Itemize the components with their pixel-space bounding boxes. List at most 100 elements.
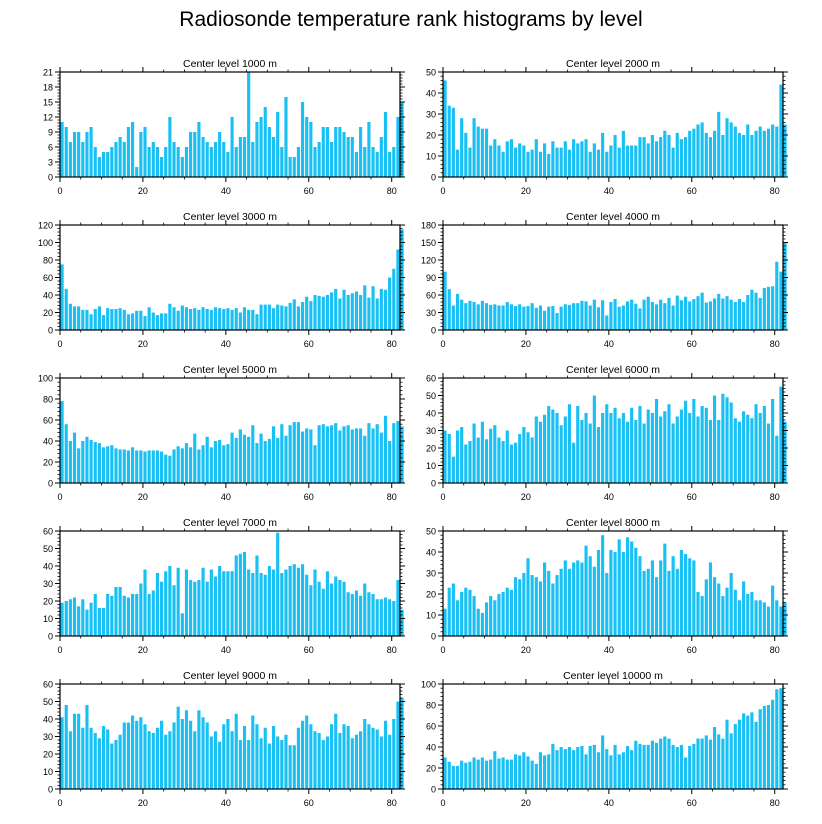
histogram-bar bbox=[737, 719, 742, 789]
histogram-bar bbox=[605, 404, 609, 483]
histogram-bar bbox=[193, 581, 197, 636]
histogram-bar bbox=[122, 449, 126, 483]
histogram-bar bbox=[234, 555, 238, 636]
histogram-bar bbox=[775, 689, 779, 789]
histogram-bar bbox=[480, 300, 484, 330]
histogram-bar bbox=[259, 304, 263, 331]
histogram-bar bbox=[342, 289, 346, 330]
histogram-bar bbox=[354, 734, 359, 789]
histogram-bar bbox=[276, 112, 280, 177]
y-tick-label: 0 bbox=[431, 173, 436, 183]
y-tick-label: 40 bbox=[43, 291, 53, 301]
histogram-bar bbox=[68, 441, 72, 483]
histogram-bar bbox=[754, 404, 758, 483]
histogram-bar bbox=[775, 126, 779, 177]
histogram-bar bbox=[85, 609, 89, 636]
histogram-bar bbox=[176, 147, 180, 177]
histogram-bar bbox=[588, 423, 592, 483]
histogram-bar bbox=[617, 306, 621, 330]
histogram-bar bbox=[284, 435, 288, 483]
histogram-bar bbox=[630, 299, 634, 330]
histogram-bar bbox=[518, 579, 522, 636]
histogram-bar bbox=[771, 699, 775, 789]
histogram-bar bbox=[567, 568, 572, 636]
x-tick-label: 60 bbox=[304, 186, 314, 196]
histogram-bar bbox=[638, 406, 642, 483]
histogram-bar bbox=[762, 288, 766, 330]
x-tick-label: 40 bbox=[604, 492, 614, 502]
y-tick-label: 80 bbox=[43, 395, 53, 405]
histogram-bar bbox=[646, 409, 650, 483]
histogram-bar bbox=[464, 303, 468, 330]
histogram-bar bbox=[139, 717, 143, 789]
histogram-bar bbox=[259, 433, 263, 483]
histogram-bar bbox=[64, 424, 68, 483]
histogram-bar bbox=[630, 750, 634, 789]
histogram-bar bbox=[746, 295, 750, 330]
histogram-bar bbox=[247, 72, 251, 177]
histogram-bar bbox=[151, 450, 155, 483]
x-tick-label: 40 bbox=[604, 798, 614, 808]
histogram-bar bbox=[106, 152, 110, 177]
histogram-bar bbox=[654, 742, 659, 789]
y-tick-label: 18 bbox=[43, 83, 53, 93]
histogram-bar bbox=[276, 736, 280, 789]
histogram-bar bbox=[505, 141, 509, 177]
histogram-bar bbox=[209, 309, 213, 331]
histogram-bar bbox=[667, 738, 671, 789]
histogram-bar bbox=[247, 436, 251, 483]
histogram-bar bbox=[180, 305, 184, 330]
histogram-bar bbox=[447, 761, 451, 789]
panel-title: Center level 4000 m bbox=[566, 211, 660, 223]
histogram-bar bbox=[300, 720, 305, 789]
histogram-bar bbox=[176, 310, 180, 330]
histogram-bar bbox=[184, 569, 189, 636]
histogram-bar bbox=[280, 573, 284, 636]
histogram-bar bbox=[114, 587, 118, 636]
histogram-bar bbox=[110, 147, 114, 177]
histogram-bar bbox=[580, 562, 584, 636]
histogram-bar bbox=[106, 308, 110, 331]
histogram-bar bbox=[750, 591, 754, 636]
histogram-bar bbox=[650, 302, 654, 330]
histogram-bar bbox=[484, 760, 489, 789]
histogram-panel-2: Center level 2000 m 0 10 20 30 40 50 0 20 40 60 80 bbox=[426, 58, 788, 196]
y-tick-label: 100 bbox=[38, 238, 53, 248]
histogram-bar bbox=[758, 126, 762, 177]
histogram-bar bbox=[350, 738, 354, 789]
histogram-bar bbox=[621, 413, 625, 483]
histogram-bar bbox=[218, 566, 222, 636]
histogram-bar bbox=[296, 422, 300, 483]
y-tick-label: 60 bbox=[43, 273, 53, 283]
histogram-bar bbox=[522, 145, 526, 177]
histogram-bar bbox=[176, 706, 180, 789]
histogram-bar bbox=[646, 143, 650, 177]
histogram-bar bbox=[505, 587, 509, 636]
y-tick-label: 0 bbox=[48, 632, 53, 642]
histogram-bar bbox=[650, 413, 654, 483]
histogram-bar bbox=[168, 455, 172, 483]
histogram-bar bbox=[713, 395, 717, 483]
histogram-bar bbox=[68, 731, 72, 789]
histogram-bar bbox=[93, 309, 97, 330]
histogram-bar bbox=[725, 397, 729, 483]
histogram-bar bbox=[371, 147, 375, 177]
histogram-bar bbox=[613, 135, 617, 177]
histogram-bar bbox=[379, 432, 383, 483]
histogram-bar bbox=[746, 414, 750, 483]
histogram-bar bbox=[213, 731, 218, 789]
histogram-bar bbox=[359, 295, 363, 330]
histogram-bar bbox=[267, 304, 271, 331]
histogram-bar bbox=[367, 122, 371, 177]
y-tick-label: 0 bbox=[48, 479, 53, 489]
histogram-bar bbox=[737, 421, 742, 483]
histogram-bar bbox=[126, 314, 130, 330]
x-tick-label: 40 bbox=[221, 645, 231, 655]
x-tick-label: 20 bbox=[521, 492, 531, 502]
histogram-bar bbox=[551, 306, 555, 330]
histogram-bar bbox=[534, 139, 538, 177]
histogram-bar bbox=[530, 760, 534, 789]
panel-title: Center level 6000 m bbox=[566, 364, 660, 376]
histogram-bar bbox=[292, 564, 296, 636]
